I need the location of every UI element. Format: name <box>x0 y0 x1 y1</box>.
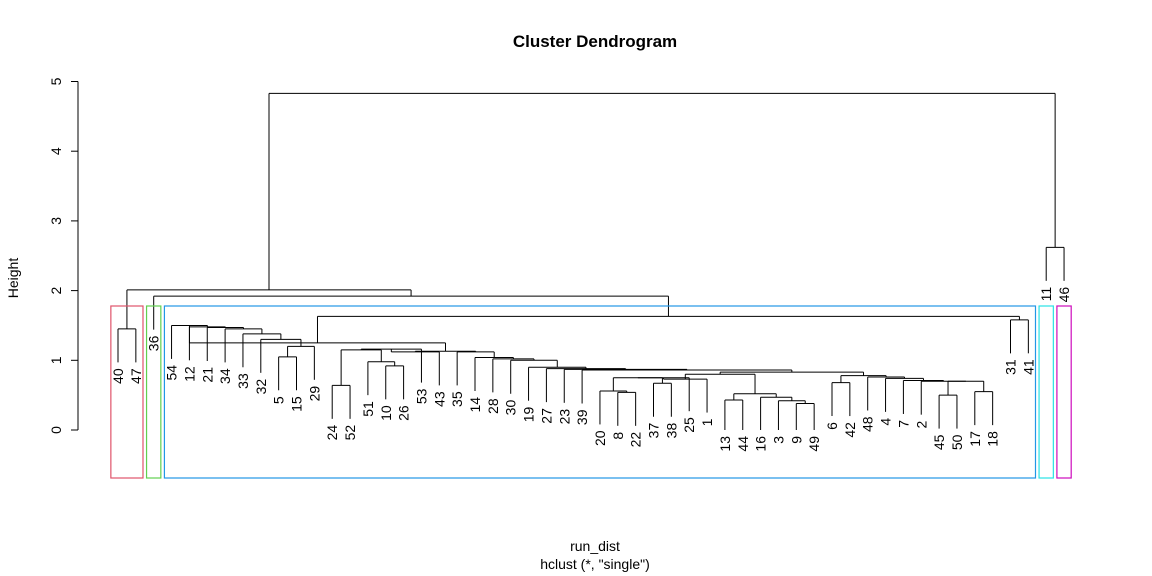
cluster-rect <box>163 305 1037 479</box>
leaf-label: 19 <box>521 407 537 423</box>
leaf-label: 31 <box>1003 359 1019 375</box>
cluster-rectangles <box>110 305 1072 479</box>
leaf-label: 38 <box>663 423 679 439</box>
cluster-rect <box>1038 305 1054 479</box>
leaf-label: 15 <box>289 396 305 412</box>
leaf-label: 8 <box>610 432 626 440</box>
y-tick-label: 2 <box>48 286 64 294</box>
y-tick-label: 0 <box>48 426 64 434</box>
leaf-label: 20 <box>592 430 608 446</box>
leaf-label: 45 <box>931 434 947 450</box>
leaf-label: 10 <box>378 405 394 421</box>
leaf-label: 43 <box>431 391 447 407</box>
leaf-label: 3 <box>770 436 786 444</box>
leaf-label: 14 <box>467 397 483 413</box>
leaf-label: 4 <box>878 418 894 426</box>
leaf-label: 25 <box>681 417 697 433</box>
leaf-label: 18 <box>985 431 1001 447</box>
leaf-label: 24 <box>324 425 340 441</box>
leaf-label: 42 <box>842 422 858 438</box>
leaf-label: 11 <box>1038 287 1054 302</box>
y-axis-label: Height <box>5 258 21 299</box>
leaf-label: 1 <box>699 418 715 426</box>
leaf-label: 36 <box>146 335 162 351</box>
y-tick-label: 3 <box>48 217 64 225</box>
y-axis: 0 1 2 3 4 5 <box>48 77 79 434</box>
leaf-label: 27 <box>538 408 554 424</box>
leaf-label: 28 <box>485 398 501 414</box>
cluster-rect <box>110 305 144 479</box>
leaf-label: 49 <box>806 436 822 452</box>
leaf-label: 30 <box>503 400 519 416</box>
leaf-label: 51 <box>360 401 376 417</box>
leaf-label: 6 <box>824 422 840 430</box>
leaf-label: 40 <box>110 368 126 384</box>
leaf-label: 5 <box>271 396 287 404</box>
leaf-label: 16 <box>753 436 769 452</box>
leaf-label: 37 <box>646 423 662 439</box>
leaf-label: 54 <box>164 365 180 381</box>
leaf-label: 7 <box>895 420 911 428</box>
leaf-label: 50 <box>949 434 965 450</box>
leaf-label: 12 <box>181 366 197 382</box>
leaf-label: 29 <box>306 386 322 402</box>
leaf-label: 34 <box>217 368 233 384</box>
leaf-label: 32 <box>253 379 269 395</box>
leaf-label: 26 <box>396 405 412 421</box>
leaf-label: 9 <box>788 436 804 444</box>
y-tick-label: 5 <box>48 77 64 85</box>
leaf-label: 46 <box>1056 287 1072 303</box>
subtitle: hclust (*, "single") <box>540 556 650 572</box>
leaf-label: 17 <box>967 431 983 447</box>
leaf-label: 21 <box>199 367 215 383</box>
dendrogram-branches <box>117 92 1065 430</box>
leaf-label: 13 <box>717 436 733 452</box>
leaf-label: 22 <box>628 432 644 448</box>
y-tick-label: 1 <box>48 356 64 364</box>
leaf-label: 23 <box>556 409 572 425</box>
cluster-rect <box>145 305 162 479</box>
leaf-label: 2 <box>913 420 929 428</box>
y-tick-label: 4 <box>48 147 64 155</box>
leaf-label: 39 <box>574 409 590 425</box>
leaf-label: 41 <box>1020 359 1036 375</box>
leaf-label: 48 <box>860 416 876 432</box>
leaf-label: 35 <box>449 391 465 407</box>
leaf-label: 47 <box>128 368 144 384</box>
x-axis-label: run_dist <box>570 538 620 554</box>
leaf-label: 53 <box>413 388 429 404</box>
leaf-label: 44 <box>735 436 751 452</box>
leaf-label: 52 <box>342 425 358 441</box>
cluster-rect <box>1056 305 1072 479</box>
leaf-label: 33 <box>235 373 251 389</box>
chart-title: Cluster Dendrogram <box>513 32 677 51</box>
